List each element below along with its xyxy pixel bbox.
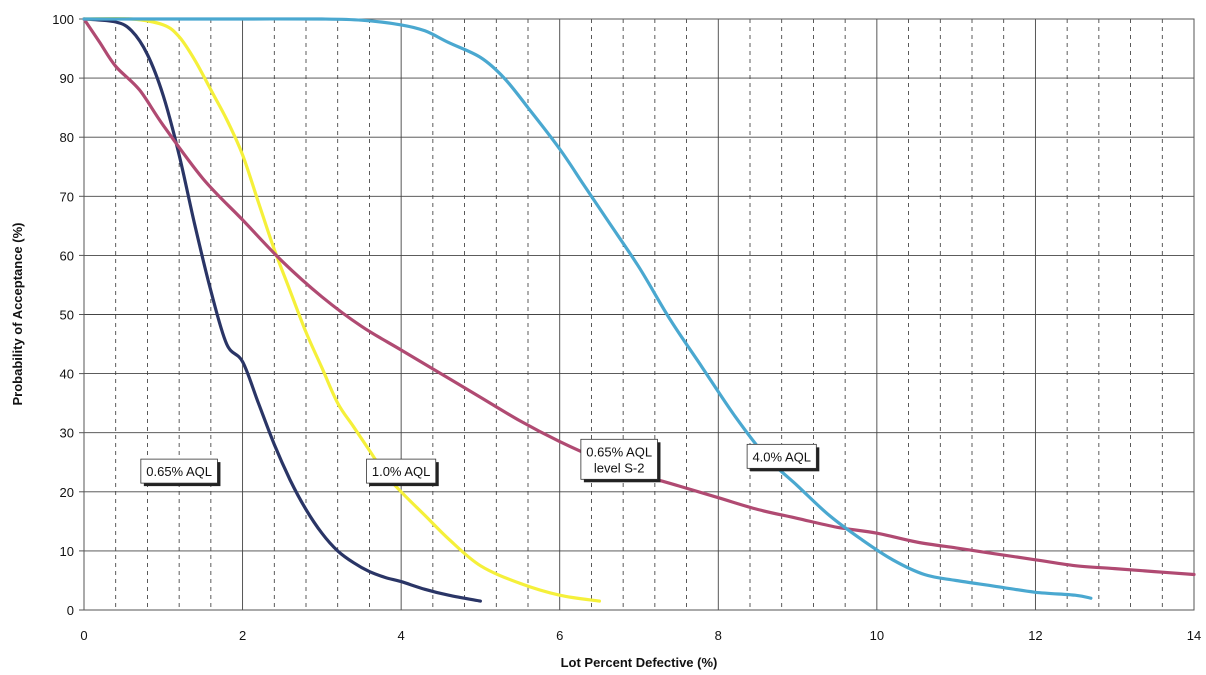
curve-label-text: 4.0% AQL — [752, 449, 811, 464]
curve-label-box — [366, 458, 437, 484]
y-tick-label: 50 — [60, 308, 74, 323]
y-tick-label: 10 — [60, 544, 74, 559]
y-tick-label: 90 — [60, 71, 74, 86]
curve-label-3: 4.0% AQL — [746, 443, 820, 472]
x-tick-label: 4 — [398, 628, 405, 643]
y-tick-label: 70 — [60, 189, 74, 204]
x-tick-label: 14 — [1187, 628, 1201, 643]
curve-label-2: 0.65% AQL level S-2 — [580, 438, 661, 483]
x-tick-label: 0 — [80, 628, 87, 643]
y-tick-label: 30 — [60, 426, 74, 441]
x-tick-label: 10 — [870, 628, 884, 643]
y-axis-title: Probability of Acceptance (%) — [10, 223, 25, 406]
series-line-1 — [82, 16, 601, 603]
y-tick-label: 20 — [60, 485, 74, 500]
x-tick-label: 2 — [239, 628, 246, 643]
series — [82, 16, 1196, 603]
axes: 0 2 4 6 8 10 12 14 0 10 20 30 40 50 60 70 80 90 100 — [52, 12, 1201, 643]
series-line-2 — [82, 17, 1196, 577]
y-tick-label: 100 — [52, 12, 74, 27]
x-tick-label: 8 — [715, 628, 722, 643]
y-tick-label: 0 — [67, 603, 74, 618]
x-axis-title: Lot Percent Defective (%) — [561, 655, 718, 670]
curve-label-box — [140, 458, 218, 484]
curve-label-box — [746, 443, 817, 469]
curve-label-1: 1.0% AQL — [366, 458, 439, 487]
curve-label-text: 0.65% AQL — [146, 464, 212, 479]
x-tick-label: 12 — [1028, 628, 1042, 643]
y-tick-label: 80 — [60, 130, 74, 145]
x-tick-label: 6 — [556, 628, 563, 643]
curve-label-0: 0.65% AQL — [140, 458, 221, 487]
curve-label-text: 0.65% AQL level S-2 — [586, 444, 652, 475]
grid — [84, 19, 1194, 610]
curve-label-text: 1.0% AQL — [372, 464, 431, 479]
curve-labels: 0.65% AQL 1.0% AQL 0.65% AQL level S-2 4.0% … — [140, 438, 820, 487]
curve-label-box — [580, 438, 658, 480]
y-tick-label: 40 — [60, 367, 74, 382]
series-line-0 — [82, 17, 482, 603]
y-tick-label: 60 — [60, 248, 74, 263]
series-line-3 — [82, 17, 1093, 600]
